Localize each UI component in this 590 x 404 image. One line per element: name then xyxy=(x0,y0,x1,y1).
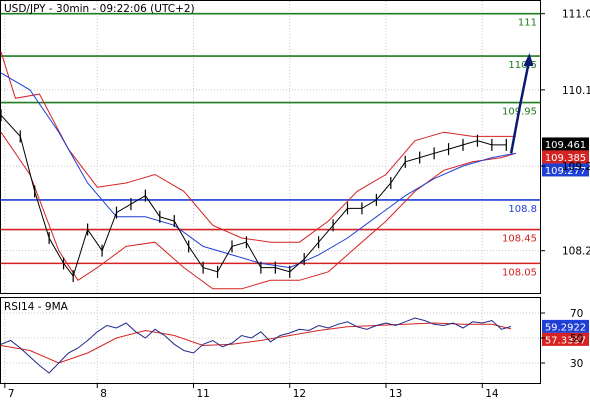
x-tick-label: 11 xyxy=(197,388,210,400)
price-tags: 109.461 109.385 109.277 xyxy=(542,137,589,177)
y-tick-label: 108.2 xyxy=(562,246,590,258)
rsi-line xyxy=(0,317,512,374)
x-axis: 7 8 11 12 13 14 xyxy=(4,383,499,400)
price-tag-label: 57.3397 xyxy=(545,335,586,346)
level-label: 111 xyxy=(518,18,537,29)
price-panel-frame xyxy=(0,0,541,294)
rsi-ma-line xyxy=(0,322,512,364)
x-tick-label: 13 xyxy=(389,388,402,400)
x-tick-label: 8 xyxy=(100,388,107,400)
x-tick-label: 12 xyxy=(293,388,306,400)
price-tag xyxy=(542,163,589,177)
rsi-grid xyxy=(1,298,540,383)
price-tag-label: 109.385 xyxy=(545,153,586,164)
y-tick-label: 50 xyxy=(570,333,583,345)
level-label: 110.5 xyxy=(508,60,537,71)
price-tag-label: 59.2922 xyxy=(545,322,586,333)
price-tag-label: 109.277 xyxy=(545,166,586,177)
price-tag xyxy=(542,150,589,164)
y-tick-label: 30 xyxy=(570,358,583,370)
rsi-y-axis: 70 50 30 xyxy=(540,308,583,370)
level-label: 108.05 xyxy=(502,267,537,278)
price-y-axis: 111.0 110.1 109.2 108.2 xyxy=(540,9,590,258)
bollinger-upper-line xyxy=(0,51,516,243)
price-tag xyxy=(542,319,589,333)
y-tick-label: 110.1 xyxy=(562,85,590,97)
x-tick-label: 7 xyxy=(8,388,15,400)
chart-title: USD/JPY - 30min - 09:22:06 (UTC+2) xyxy=(4,3,195,15)
price-tag xyxy=(542,332,589,346)
bollinger-lower-line xyxy=(0,131,517,290)
y-tick-label: 70 xyxy=(570,308,583,320)
y-tick-label: 111.0 xyxy=(562,9,590,21)
forecast-arrow xyxy=(509,63,530,154)
price-tag-label: 109.461 xyxy=(545,140,586,151)
price-tag xyxy=(542,137,589,151)
arrow-head-icon xyxy=(523,53,534,67)
x-tick-label: 14 xyxy=(485,388,499,400)
y-tick-label: 109.2 xyxy=(562,161,590,173)
level-label: 108.8 xyxy=(508,204,537,215)
rsi-tags: 59.2922 57.3397 xyxy=(542,319,589,346)
rsi-panel-frame xyxy=(0,297,541,384)
price-line xyxy=(0,114,507,278)
rsi-title: RSI14 - 9MA xyxy=(4,301,69,313)
level-label: 108.45 xyxy=(502,234,537,245)
